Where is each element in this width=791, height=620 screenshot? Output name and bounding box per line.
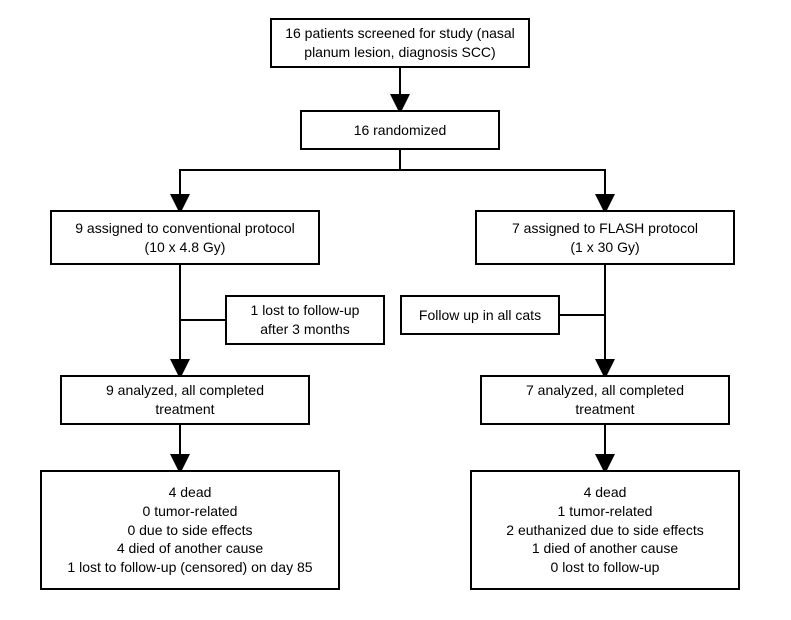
node-flash_assigned-line: (1 x 30 Gy) xyxy=(570,238,639,257)
node-conv_outcome-line: 4 died of another cause xyxy=(117,539,263,558)
node-flash_analyzed-line: treatment xyxy=(575,400,634,419)
edge xyxy=(400,170,605,210)
node-flash_outcome-line: 0 lost to follow-up xyxy=(551,558,660,577)
node-conv_lost: 1 lost to follow-upafter 3 months xyxy=(225,295,385,345)
node-conv_assigned-line: 9 assigned to conventional protocol xyxy=(75,219,294,238)
node-flash_analyzed-line: 7 analyzed, all completed xyxy=(526,381,684,400)
node-flash_assigned-line: 7 assigned to FLASH protocol xyxy=(512,219,698,238)
edge xyxy=(180,150,400,210)
node-screened: 16 patients screened for study (nasalpla… xyxy=(270,18,530,68)
node-conv_outcome-line: 0 due to side effects xyxy=(127,521,252,540)
node-flash_fu-line: Follow up in all cats xyxy=(419,306,541,325)
node-conv_outcome-line: 4 dead xyxy=(169,483,212,502)
node-conv_assigned-line: (10 x 4.8 Gy) xyxy=(145,238,226,257)
node-conv_outcome-line: 1 lost to follow-up (censored) on day 85 xyxy=(67,558,312,577)
node-conv_outcome: 4 dead0 tumor-related0 due to side effec… xyxy=(40,470,340,590)
node-flash_fu: Follow up in all cats xyxy=(400,295,560,335)
node-conv_analyzed: 9 analyzed, all completedtreatment xyxy=(60,375,310,425)
node-conv_lost-line: after 3 months xyxy=(260,320,350,339)
node-flash_analyzed: 7 analyzed, all completedtreatment xyxy=(480,375,730,425)
node-conv_lost-line: 1 lost to follow-up xyxy=(251,301,360,320)
node-flash_assigned: 7 assigned to FLASH protocol(1 x 30 Gy) xyxy=(475,210,735,265)
node-conv_analyzed-line: 9 analyzed, all completed xyxy=(106,381,264,400)
node-flash_outcome-line: 1 tumor-related xyxy=(558,502,653,521)
node-flash_outcome-line: 1 died of another cause xyxy=(532,539,678,558)
node-flash_outcome-line: 2 euthanized due to side effects xyxy=(506,521,703,540)
node-screened-line: 16 patients screened for study (nasal xyxy=(285,24,515,43)
node-screened-line: planum lesion, diagnosis SCC) xyxy=(304,43,495,62)
node-randomized: 16 randomized xyxy=(300,110,500,150)
node-conv_outcome-line: 0 tumor-related xyxy=(143,502,238,521)
node-flash_outcome-line: 4 dead xyxy=(584,483,627,502)
node-conv_analyzed-line: treatment xyxy=(155,400,214,419)
node-conv_assigned: 9 assigned to conventional protocol(10 x… xyxy=(50,210,320,265)
node-flash_outcome: 4 dead1 tumor-related2 euthanized due to… xyxy=(470,470,740,590)
node-randomized-line: 16 randomized xyxy=(354,121,447,140)
